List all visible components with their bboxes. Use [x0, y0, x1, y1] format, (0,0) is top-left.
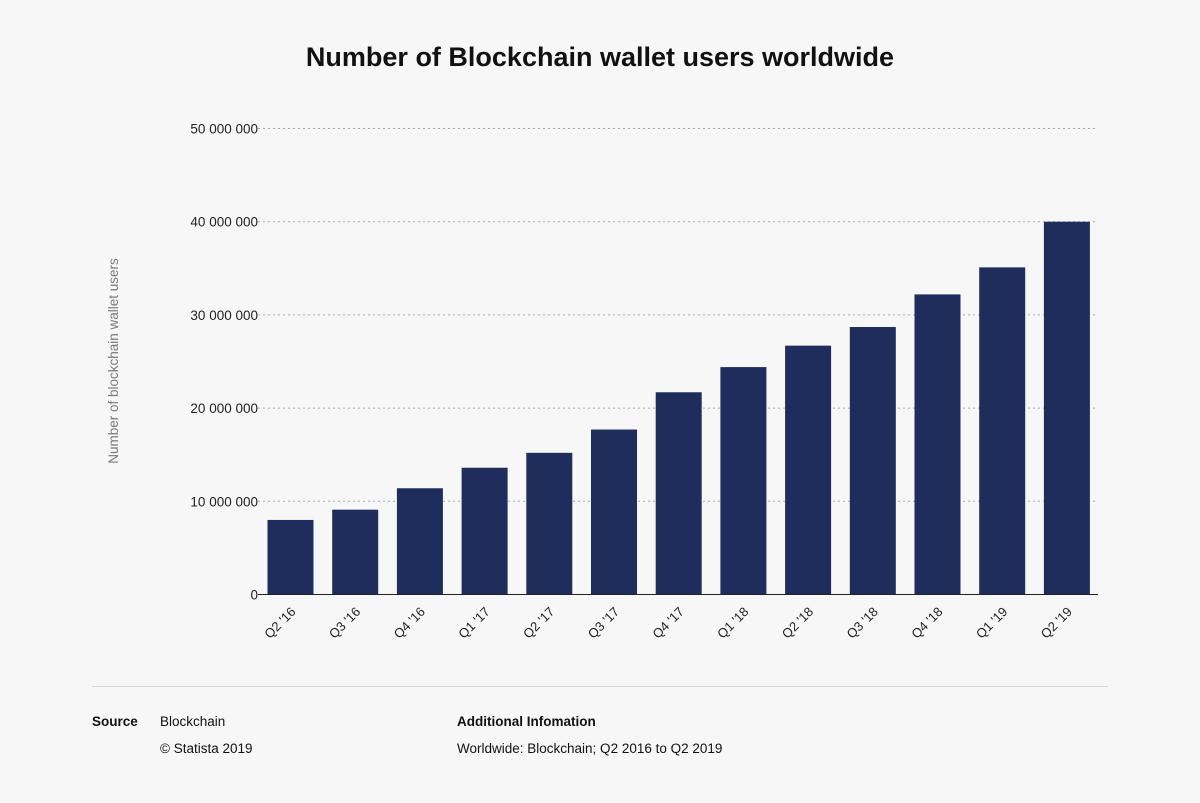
y-tick-labels: 0 10 000 000 20 000 000 30 000 000 40 000 00… [190, 122, 258, 603]
x-tick-label: Q1 '17 [455, 604, 492, 641]
y-tick-label: 30 000 000 [190, 308, 258, 323]
y-axis-label: Number of blockchain wallet users [106, 258, 121, 464]
x-tick-label: Q2 '17 [520, 604, 557, 641]
y-tick-label: 50 000 000 [190, 122, 258, 137]
x-tick-label: Q4 '17 [649, 604, 686, 641]
y-tick-label: 0 [250, 588, 258, 603]
source-label: Source [92, 714, 138, 729]
x-tick-labels: Q2 '16 Q3 '16 Q4 '16 Q1 '17 Q2 '17 Q3 '17 Q4 '… [261, 604, 1075, 641]
x-tick-label: Q2 '16 [261, 604, 298, 641]
x-tick-label: Q1 '19 [973, 604, 1010, 641]
x-tick-label: Q1 '18 [714, 604, 751, 641]
bar [332, 509, 379, 595]
additional-info-value: Worldwide: Blockchain; Q2 2016 to Q2 201… [457, 741, 723, 756]
x-tick-label: Q2 '19 [1038, 604, 1075, 641]
x-tick-label: Q2 '18 [779, 604, 816, 641]
bar [461, 467, 508, 595]
bars [267, 221, 1090, 595]
chart-title: Number of Blockchain wallet users worldw… [305, 42, 895, 72]
x-tick-label: Q4 '16 [391, 604, 428, 641]
x-tick-label: Q4 '18 [908, 604, 945, 641]
bar-chart: 0 10 000 000 20 000 000 30 000 000 40 000 00… [106, 122, 1098, 641]
copyright-text: © Statista 2019 [160, 741, 253, 756]
x-tick-label: Q3 '18 [844, 604, 881, 641]
bar [267, 519, 314, 595]
bar [849, 327, 896, 595]
x-tick-label: Q3 '16 [326, 604, 363, 641]
y-tick-label: 10 000 000 [190, 494, 258, 509]
bar [785, 345, 832, 595]
bar [979, 267, 1026, 595]
additional-info-label: Additional Infomation [457, 714, 596, 729]
bar [1043, 221, 1090, 595]
bar [720, 367, 767, 595]
y-tick-label: 20 000 000 [190, 401, 258, 416]
y-tick-label: 40 000 000 [190, 215, 258, 230]
bar [655, 392, 702, 595]
x-tick-label: Q3 '17 [585, 604, 622, 641]
bar [396, 488, 443, 595]
bar [914, 294, 961, 595]
bar [526, 452, 573, 595]
source-value: Blockchain [160, 714, 226, 729]
footer-divider [92, 686, 1108, 687]
bar [591, 429, 637, 595]
